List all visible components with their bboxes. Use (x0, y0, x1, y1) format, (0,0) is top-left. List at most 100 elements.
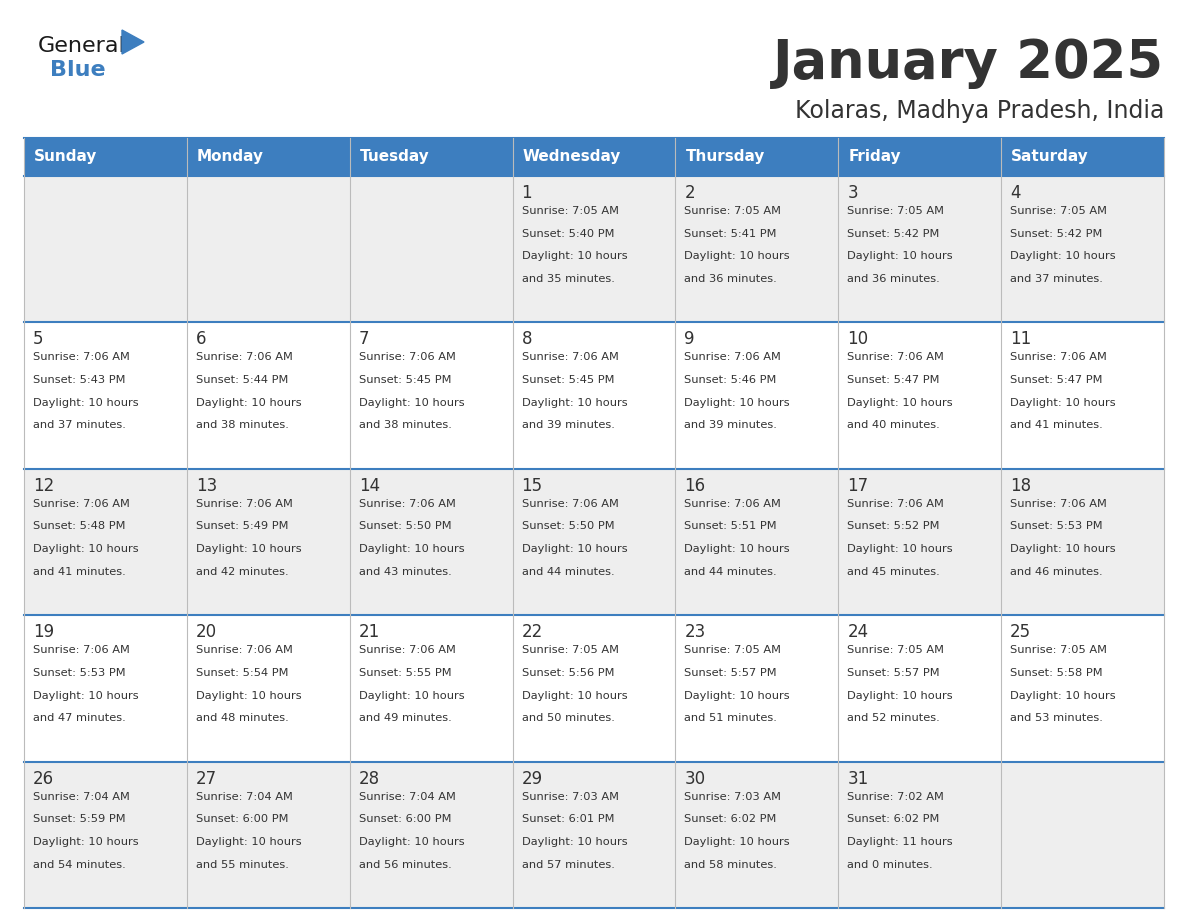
Text: January 2025: January 2025 (773, 37, 1164, 89)
Text: and 58 minutes.: and 58 minutes. (684, 859, 777, 869)
Text: Daylight: 10 hours: Daylight: 10 hours (684, 397, 790, 408)
Text: Sunrise: 7:02 AM: Sunrise: 7:02 AM (847, 791, 944, 801)
Text: 29: 29 (522, 769, 543, 788)
Text: Sunset: 6:00 PM: Sunset: 6:00 PM (359, 814, 451, 824)
Text: Saturday: Saturday (1011, 150, 1089, 164)
Text: Daylight: 10 hours: Daylight: 10 hours (33, 690, 139, 700)
Text: and 38 minutes.: and 38 minutes. (196, 420, 289, 431)
Text: Sunrise: 7:05 AM: Sunrise: 7:05 AM (1010, 645, 1107, 655)
Text: Sunset: 5:50 PM: Sunset: 5:50 PM (522, 521, 614, 532)
Text: 15: 15 (522, 476, 543, 495)
Text: and 47 minutes.: and 47 minutes. (33, 713, 126, 723)
Text: Daylight: 10 hours: Daylight: 10 hours (522, 837, 627, 847)
Text: Sunrise: 7:06 AM: Sunrise: 7:06 AM (847, 498, 944, 509)
Text: Daylight: 10 hours: Daylight: 10 hours (33, 544, 139, 554)
Text: Sunset: 5:53 PM: Sunset: 5:53 PM (33, 668, 126, 677)
Text: Sunset: 5:56 PM: Sunset: 5:56 PM (522, 668, 614, 677)
Text: 4: 4 (1010, 184, 1020, 202)
Polygon shape (122, 30, 144, 54)
Text: 8: 8 (522, 330, 532, 349)
Text: and 37 minutes.: and 37 minutes. (1010, 274, 1102, 284)
Text: and 0 minutes.: and 0 minutes. (847, 859, 933, 869)
Text: and 43 minutes.: and 43 minutes. (359, 567, 451, 577)
Text: Sunrise: 7:05 AM: Sunrise: 7:05 AM (847, 206, 944, 216)
Text: Sunrise: 7:06 AM: Sunrise: 7:06 AM (684, 353, 782, 363)
Text: Daylight: 10 hours: Daylight: 10 hours (522, 690, 627, 700)
Text: Daylight: 10 hours: Daylight: 10 hours (684, 544, 790, 554)
Text: Sunset: 5:53 PM: Sunset: 5:53 PM (1010, 521, 1102, 532)
Text: and 48 minutes.: and 48 minutes. (196, 713, 289, 723)
Text: 27: 27 (196, 769, 217, 788)
Text: Sunrise: 7:04 AM: Sunrise: 7:04 AM (196, 791, 292, 801)
Text: and 50 minutes.: and 50 minutes. (522, 713, 614, 723)
Text: Sunrise: 7:03 AM: Sunrise: 7:03 AM (522, 791, 619, 801)
Text: 12: 12 (33, 476, 55, 495)
Text: Sunrise: 7:05 AM: Sunrise: 7:05 AM (1010, 206, 1107, 216)
Text: Sunrise: 7:06 AM: Sunrise: 7:06 AM (33, 353, 129, 363)
Text: Sunrise: 7:06 AM: Sunrise: 7:06 AM (522, 353, 619, 363)
Text: and 41 minutes.: and 41 minutes. (33, 567, 126, 577)
Text: Daylight: 10 hours: Daylight: 10 hours (33, 397, 139, 408)
Text: Daylight: 10 hours: Daylight: 10 hours (1010, 690, 1116, 700)
Text: Daylight: 10 hours: Daylight: 10 hours (522, 252, 627, 262)
Text: 21: 21 (359, 623, 380, 641)
Text: 11: 11 (1010, 330, 1031, 349)
Bar (24, 138, 1164, 176)
Text: Sunset: 5:46 PM: Sunset: 5:46 PM (684, 375, 777, 385)
Text: Sunset: 5:54 PM: Sunset: 5:54 PM (196, 668, 289, 677)
Text: and 35 minutes.: and 35 minutes. (522, 274, 614, 284)
Text: Daylight: 10 hours: Daylight: 10 hours (196, 837, 302, 847)
Text: Sunday: Sunday (34, 150, 97, 164)
Text: Daylight: 10 hours: Daylight: 10 hours (522, 544, 627, 554)
Bar (24, 176, 1164, 322)
Text: General: General (38, 36, 126, 56)
Text: Monday: Monday (197, 150, 264, 164)
Text: 19: 19 (33, 623, 55, 641)
Bar (24, 762, 1164, 908)
Text: Sunrise: 7:06 AM: Sunrise: 7:06 AM (847, 353, 944, 363)
Text: Daylight: 10 hours: Daylight: 10 hours (684, 837, 790, 847)
Text: Daylight: 10 hours: Daylight: 10 hours (522, 397, 627, 408)
Text: Sunset: 5:58 PM: Sunset: 5:58 PM (1010, 668, 1102, 677)
Text: and 55 minutes.: and 55 minutes. (196, 859, 289, 869)
Text: Sunrise: 7:04 AM: Sunrise: 7:04 AM (359, 791, 455, 801)
Text: 23: 23 (684, 623, 706, 641)
Text: 13: 13 (196, 476, 217, 495)
Text: Daylight: 10 hours: Daylight: 10 hours (359, 837, 465, 847)
Text: and 46 minutes.: and 46 minutes. (1010, 567, 1102, 577)
Bar (24, 469, 1164, 615)
Text: and 56 minutes.: and 56 minutes. (359, 859, 451, 869)
Text: Sunset: 6:02 PM: Sunset: 6:02 PM (847, 814, 940, 824)
Text: Sunrise: 7:06 AM: Sunrise: 7:06 AM (684, 498, 782, 509)
Text: Daylight: 10 hours: Daylight: 10 hours (33, 837, 139, 847)
Text: Sunset: 5:49 PM: Sunset: 5:49 PM (196, 521, 289, 532)
Text: 26: 26 (33, 769, 55, 788)
Text: Sunrise: 7:05 AM: Sunrise: 7:05 AM (684, 206, 782, 216)
Text: Sunrise: 7:05 AM: Sunrise: 7:05 AM (847, 645, 944, 655)
Text: 20: 20 (196, 623, 217, 641)
Text: and 42 minutes.: and 42 minutes. (196, 567, 289, 577)
Text: and 38 minutes.: and 38 minutes. (359, 420, 451, 431)
Text: and 53 minutes.: and 53 minutes. (1010, 713, 1102, 723)
Text: Sunrise: 7:05 AM: Sunrise: 7:05 AM (522, 206, 619, 216)
Text: Sunset: 5:52 PM: Sunset: 5:52 PM (847, 521, 940, 532)
Text: Daylight: 10 hours: Daylight: 10 hours (196, 397, 302, 408)
Text: Daylight: 10 hours: Daylight: 10 hours (359, 690, 465, 700)
Text: Sunset: 5:40 PM: Sunset: 5:40 PM (522, 229, 614, 239)
Text: Sunrise: 7:06 AM: Sunrise: 7:06 AM (359, 645, 455, 655)
Text: Sunset: 6:02 PM: Sunset: 6:02 PM (684, 814, 777, 824)
Text: and 36 minutes.: and 36 minutes. (684, 274, 777, 284)
Text: Sunset: 5:47 PM: Sunset: 5:47 PM (1010, 375, 1102, 385)
Text: Sunset: 5:41 PM: Sunset: 5:41 PM (684, 229, 777, 239)
Text: Sunset: 5:45 PM: Sunset: 5:45 PM (522, 375, 614, 385)
Text: Daylight: 10 hours: Daylight: 10 hours (196, 544, 302, 554)
Text: and 36 minutes.: and 36 minutes. (847, 274, 940, 284)
Text: Sunrise: 7:06 AM: Sunrise: 7:06 AM (522, 498, 619, 509)
Text: 14: 14 (359, 476, 380, 495)
Text: Sunrise: 7:06 AM: Sunrise: 7:06 AM (196, 353, 292, 363)
Text: Sunset: 6:01 PM: Sunset: 6:01 PM (522, 814, 614, 824)
Text: Blue: Blue (50, 60, 106, 80)
Text: 1: 1 (522, 184, 532, 202)
Text: Sunset: 5:59 PM: Sunset: 5:59 PM (33, 814, 126, 824)
Text: and 41 minutes.: and 41 minutes. (1010, 420, 1102, 431)
